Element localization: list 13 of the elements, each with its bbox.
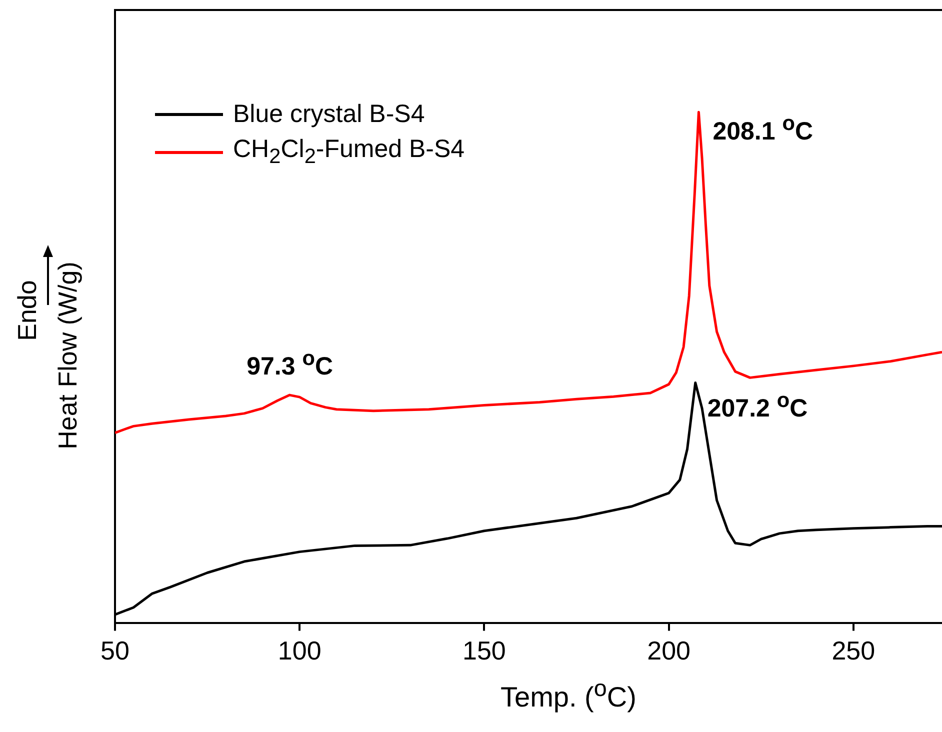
legend-label: CH$_{2}$Cl$_{2}$-Fumed B-S4 [233,135,465,169]
x-tick-label: 200 [647,636,690,666]
x-tick-label: 150 [462,636,506,666]
x-tick-label: 100 [278,636,322,666]
x-tick-label: 50 [100,636,130,666]
text: Endo [11,280,42,340]
annotation: 208.1 $^{o}$C [712,112,813,146]
annotation: 97.3 $^{o}$C [246,347,334,382]
y-axis-title: Heat Flow (W/g) [52,261,84,449]
legend-label: Blue crystal B-S4 [233,100,425,128]
annotation: 207.2 $^{o}$C [707,388,808,424]
x-tick-label: 250 [832,636,876,666]
x-axis-title: Temp. ($^{o}$C) [500,674,636,714]
